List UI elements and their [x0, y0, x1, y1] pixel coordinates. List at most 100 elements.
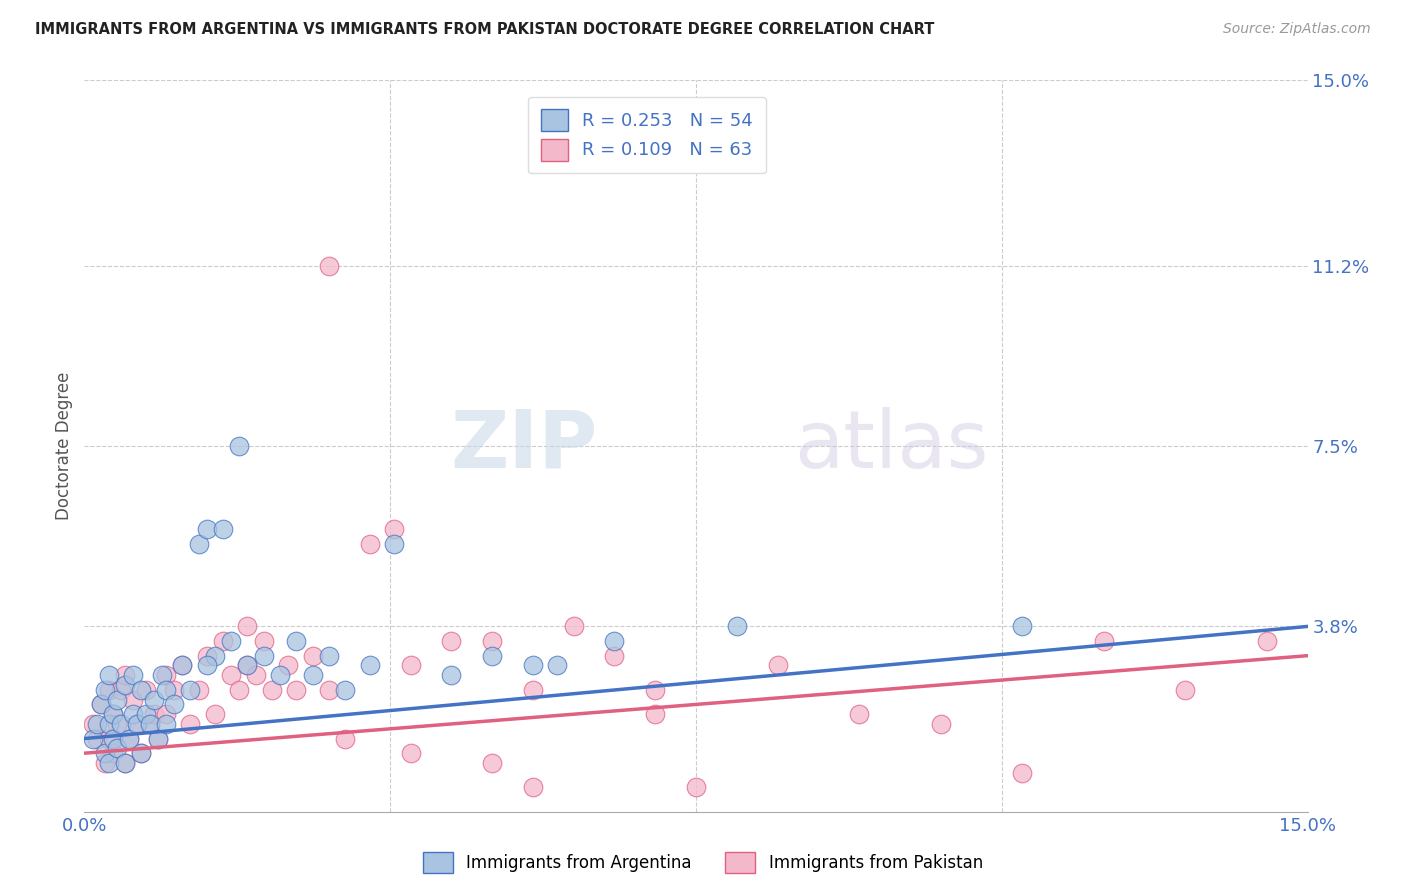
Point [204, 648, 226, 663]
Point [603, 634, 626, 648]
Point [848, 707, 870, 722]
Point [260, 682, 283, 697]
Point [335, 682, 357, 697]
Point [90, 698, 112, 712]
Point [228, 682, 250, 697]
Point [359, 536, 381, 550]
Point [195, 658, 218, 673]
Point [195, 522, 218, 536]
Point [644, 682, 666, 697]
Point [301, 668, 323, 682]
Point [97, 717, 120, 731]
Point [122, 707, 145, 722]
Point [86, 717, 108, 731]
Point [142, 707, 165, 722]
Point [155, 707, 177, 722]
Y-axis label: Doctorate Degree: Doctorate Degree [55, 372, 73, 520]
Point [114, 668, 136, 682]
Point [522, 682, 544, 697]
Point [644, 707, 666, 722]
Point [105, 717, 128, 731]
Point [146, 731, 169, 746]
Point [163, 682, 186, 697]
Point [522, 780, 544, 795]
Point [318, 682, 340, 697]
Point [172, 658, 194, 673]
Text: Source: ZipAtlas.com: Source: ZipAtlas.com [1223, 22, 1371, 37]
Point [399, 658, 422, 673]
Point [131, 746, 153, 760]
Legend: R = 0.253   N = 54, R = 0.109   N = 63: R = 0.253 N = 54, R = 0.109 N = 63 [529, 96, 766, 173]
Point [1011, 765, 1033, 780]
Point [131, 682, 153, 697]
Point [212, 522, 235, 536]
Point [929, 717, 952, 731]
Point [253, 648, 276, 663]
Point [155, 682, 177, 697]
Point [127, 717, 149, 731]
Point [212, 634, 235, 648]
Point [245, 668, 267, 682]
Point [382, 536, 405, 550]
Point [101, 707, 124, 722]
Point [135, 682, 157, 697]
Point [122, 668, 145, 682]
Point [122, 692, 145, 706]
Point [285, 634, 308, 648]
Point [93, 756, 115, 770]
Point [82, 731, 104, 746]
Point [318, 259, 340, 273]
Point [93, 682, 115, 697]
Legend: Immigrants from Argentina, Immigrants from Pakistan: Immigrants from Argentina, Immigrants fr… [416, 846, 990, 880]
Point [253, 634, 276, 648]
Point [142, 692, 165, 706]
Point [135, 707, 157, 722]
Point [150, 668, 173, 682]
Point [285, 682, 308, 697]
Point [269, 668, 291, 682]
Point [110, 717, 132, 731]
Point [318, 648, 340, 663]
Point [440, 668, 463, 682]
Point [138, 717, 160, 731]
Point [90, 698, 112, 712]
Point [97, 668, 120, 682]
Point [187, 536, 209, 550]
Point [101, 731, 124, 746]
Point [382, 522, 405, 536]
Point [195, 648, 218, 663]
Point [101, 746, 124, 760]
Point [86, 731, 108, 746]
Point [114, 678, 136, 692]
Point [335, 731, 357, 746]
Point [236, 619, 259, 633]
Text: ZIP: ZIP [451, 407, 598, 485]
Point [101, 707, 124, 722]
Point [359, 658, 381, 673]
Text: atlas: atlas [794, 407, 988, 485]
Point [118, 731, 141, 746]
Point [179, 682, 201, 697]
Point [481, 756, 503, 770]
Point [546, 658, 568, 673]
Point [82, 717, 104, 731]
Point [440, 634, 463, 648]
Point [228, 439, 250, 453]
Text: IMMIGRANTS FROM ARGENTINA VS IMMIGRANTS FROM PAKISTAN DOCTORATE DEGREE CORRELATI: IMMIGRANTS FROM ARGENTINA VS IMMIGRANTS … [35, 22, 935, 37]
Point [172, 658, 194, 673]
Point [204, 707, 226, 722]
Point [562, 619, 585, 633]
Point [522, 658, 544, 673]
Point [1174, 682, 1197, 697]
Point [110, 682, 132, 697]
Point [219, 668, 242, 682]
Point [236, 658, 259, 673]
Point [163, 698, 186, 712]
Point [105, 741, 128, 756]
Point [685, 780, 707, 795]
Point [179, 717, 201, 731]
Point [277, 658, 299, 673]
Point [97, 756, 120, 770]
Point [187, 682, 209, 697]
Point [138, 717, 160, 731]
